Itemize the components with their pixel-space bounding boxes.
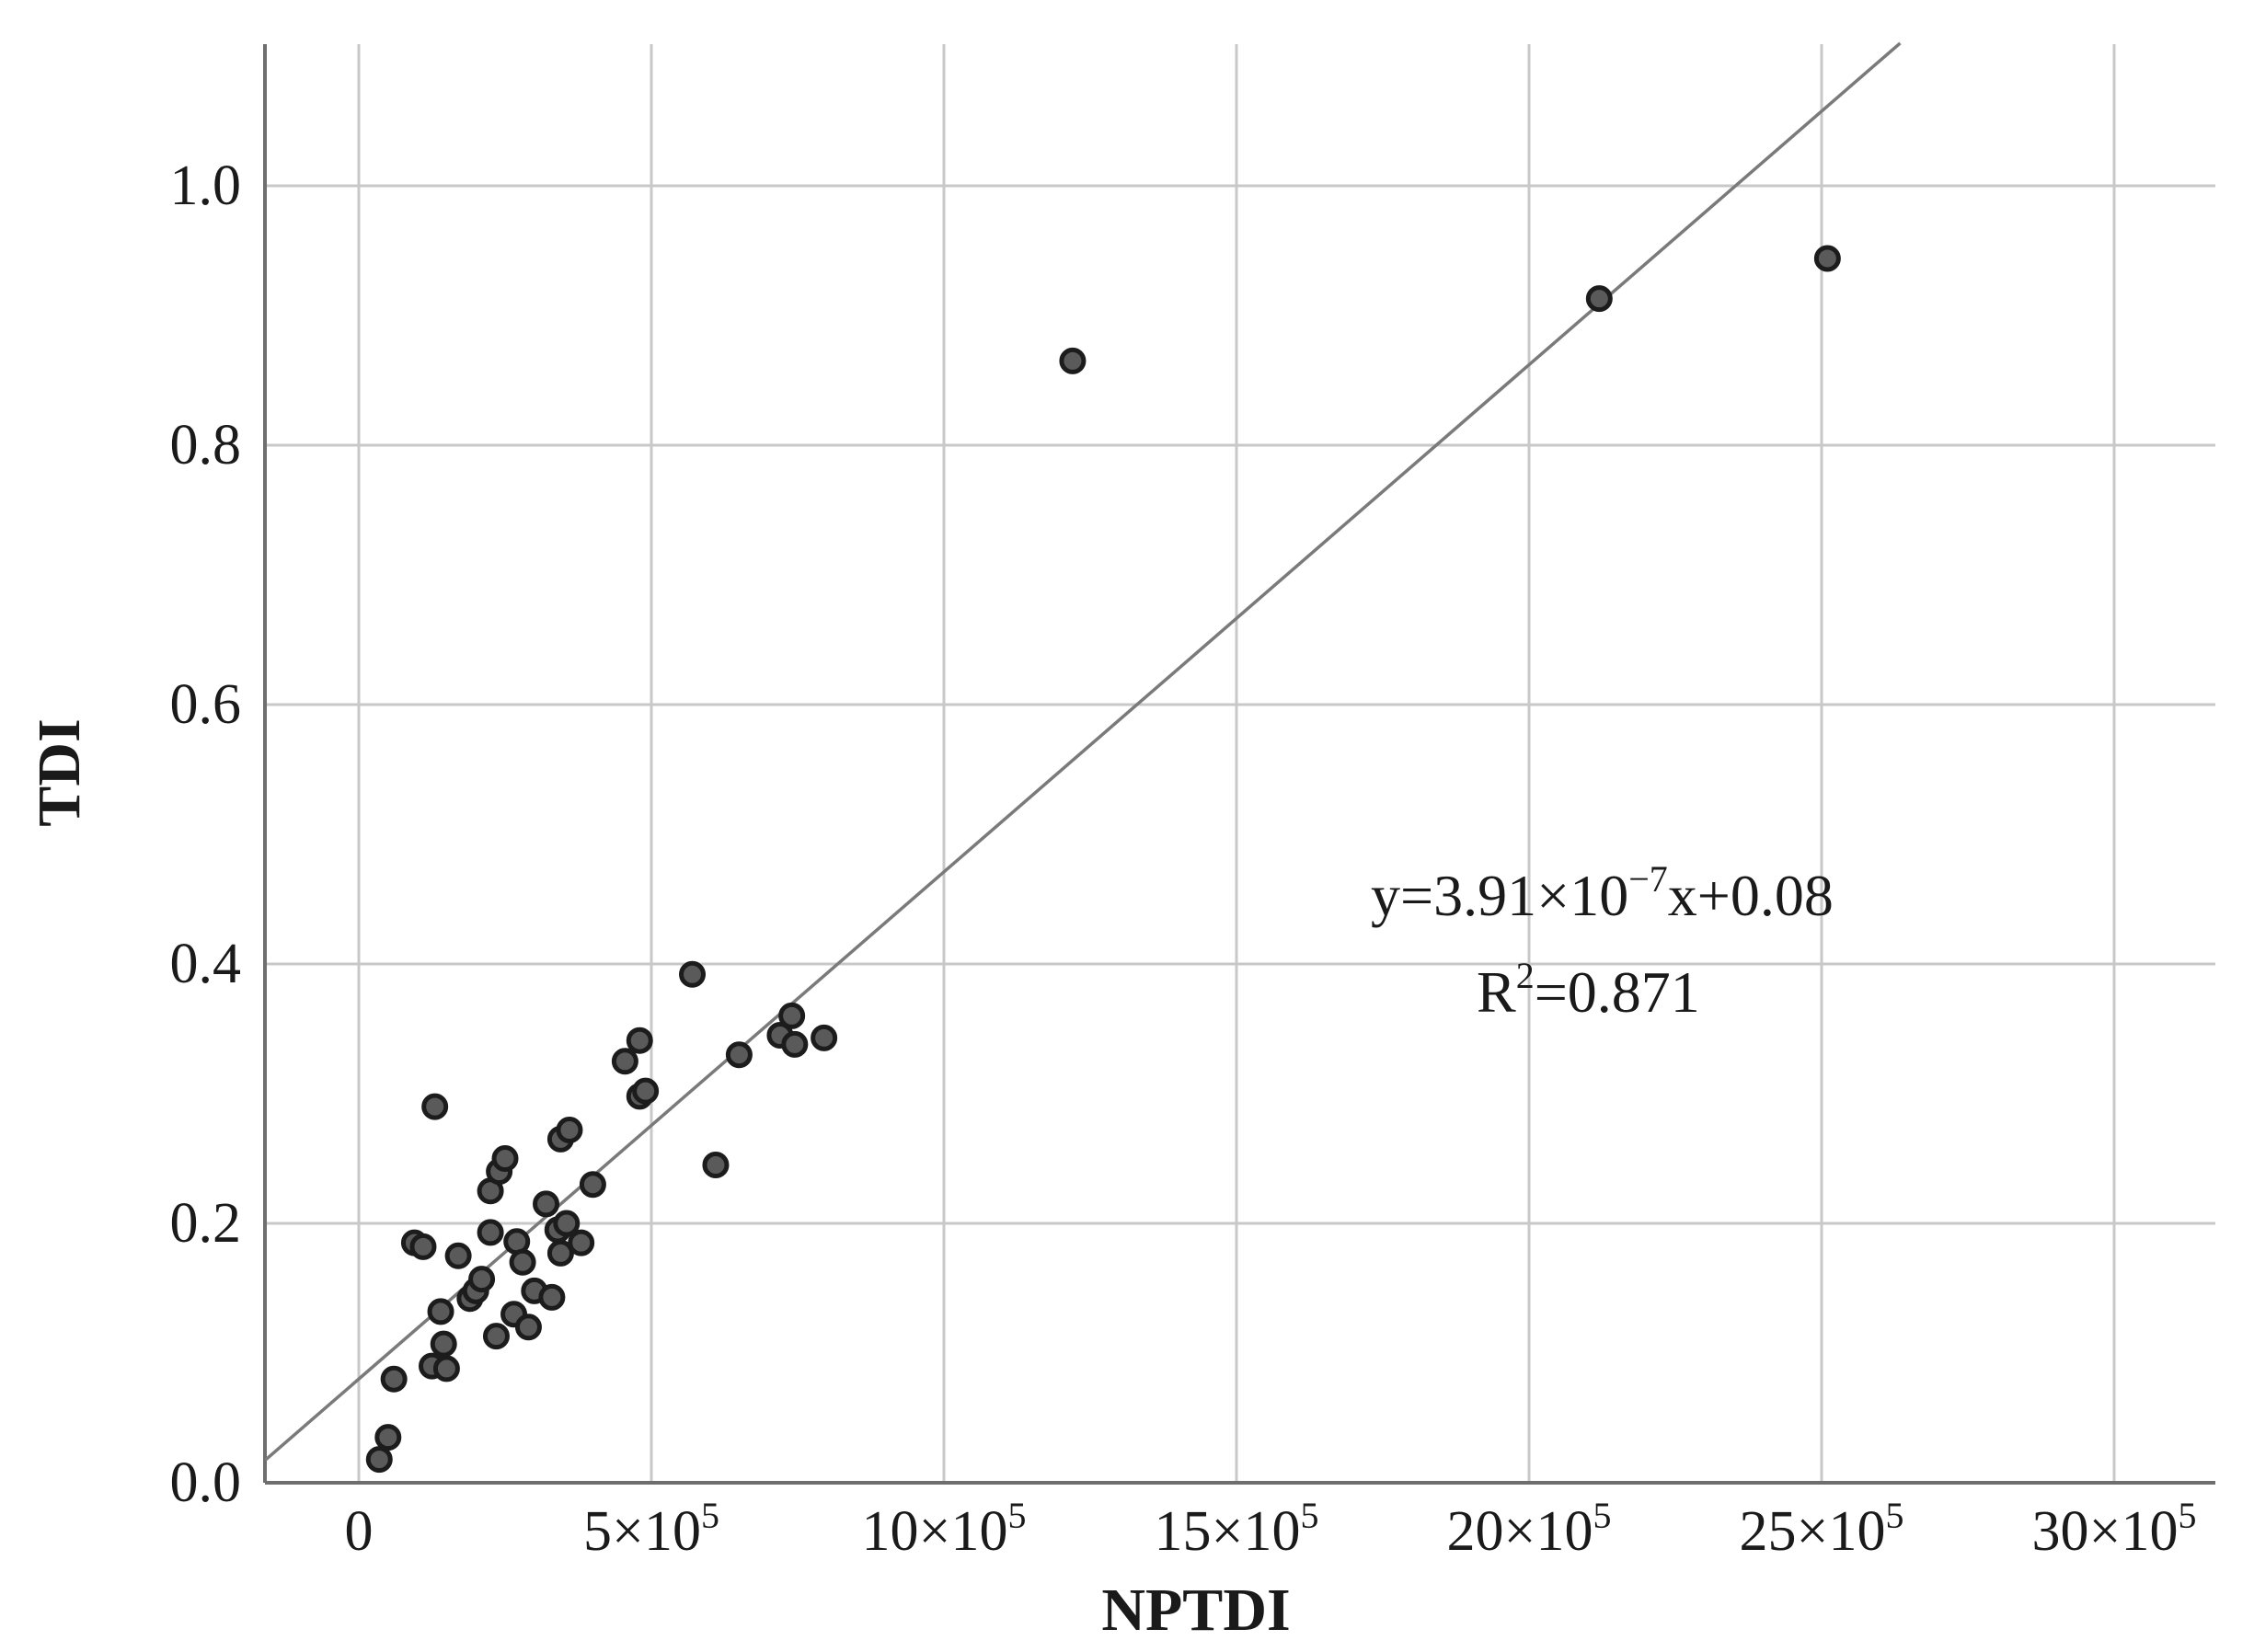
x-tick-exponent-1: 5	[701, 1495, 719, 1536]
x-tick-base-3: 15×10	[1155, 1500, 1301, 1563]
data-point-43	[811, 1024, 838, 1051]
data-point-25	[538, 1283, 566, 1311]
r2-prefix: R	[1477, 959, 1516, 1025]
y-tick-label-3: 0.6	[170, 673, 242, 736]
x-tick-label-4: 20×105	[1447, 1495, 1612, 1563]
y-tick-label-0: 0.0	[170, 1451, 242, 1514]
x-tick-base-4: 20×10	[1447, 1500, 1593, 1563]
data-point-28	[553, 1210, 581, 1237]
data-point-38	[702, 1152, 730, 1179]
x-tick-label-3: 15×105	[1155, 1495, 1319, 1563]
data-point-34	[626, 1027, 653, 1054]
regression-equation: y=3.91×10−7x+0.08	[1371, 858, 1834, 928]
data-points	[365, 245, 1841, 1474]
r2-suffix: =0.871	[1535, 959, 1700, 1025]
x-tick-base-2: 10×10	[862, 1500, 1008, 1563]
y-tick-label-2: 0.4	[170, 933, 242, 995]
data-point-41	[778, 1002, 806, 1029]
x-tick-exponent-2: 5	[1007, 1495, 1026, 1536]
y-tick-label-1: 0.2	[170, 1192, 242, 1255]
x-tick-base-5: 25×10	[1740, 1500, 1886, 1563]
data-point-22	[514, 1314, 542, 1341]
equation-suffix: x+0.08	[1668, 863, 1834, 928]
data-point-1	[374, 1424, 402, 1451]
r2-exponent: 2	[1516, 955, 1535, 996]
data-point-10	[444, 1242, 472, 1269]
x-tick-label-5: 25×105	[1740, 1495, 1904, 1563]
data-point-33	[611, 1048, 638, 1075]
x-tick-base-0: 0	[345, 1500, 374, 1563]
data-point-30	[556, 1116, 583, 1143]
data-point-24	[533, 1190, 560, 1218]
data-point-18	[482, 1323, 510, 1350]
tick-labels: 0.00.20.40.60.81.00 5×105 10×105 15×105 20×1…	[170, 155, 2197, 1563]
x-tick-exponent-4: 5	[1593, 1495, 1611, 1536]
data-point-8	[432, 1355, 460, 1382]
y-tick-label-4: 0.8	[170, 414, 242, 476]
data-point-42	[781, 1030, 809, 1058]
x-tick-label-1: 5×105	[583, 1495, 719, 1563]
x-tick-base-6: 30×10	[2032, 1500, 2179, 1563]
data-point-21	[509, 1248, 536, 1276]
axes	[263, 44, 2215, 1485]
equation-prefix: y=3.91×10	[1371, 863, 1628, 928]
x-tick-label-6: 30×105	[2032, 1495, 2197, 1563]
data-point-37	[679, 960, 707, 988]
y-axis-title: TDI	[26, 718, 93, 826]
data-point-9	[427, 1298, 454, 1325]
fit-line-group	[264, 41, 1902, 1462]
x-tick-exponent-3: 5	[1300, 1495, 1318, 1536]
x-tick-exponent-6: 5	[2178, 1495, 2196, 1536]
data-point-44	[1059, 347, 1087, 374]
x-tick-exponent-5: 5	[1885, 1495, 1903, 1536]
x-tick-base-1: 5×10	[583, 1500, 701, 1563]
data-point-17	[491, 1145, 519, 1172]
data-point-5	[421, 1093, 449, 1120]
data-point-31	[568, 1229, 595, 1256]
data-point-32	[579, 1171, 606, 1199]
regression-line	[264, 41, 1902, 1462]
x-axis-title: NPTDI	[1101, 1577, 1290, 1644]
data-point-2	[380, 1365, 408, 1393]
y-tick-label-5: 1.0	[170, 155, 242, 217]
equation-exponent: −7	[1628, 858, 1668, 900]
data-point-45	[1585, 285, 1613, 313]
r-squared: R2=0.871	[1477, 955, 1700, 1025]
x-tick-label-0: 0	[345, 1500, 374, 1563]
data-point-36	[632, 1077, 660, 1105]
data-point-0	[365, 1446, 393, 1474]
data-point-14	[477, 1219, 504, 1246]
data-point-13	[468, 1266, 496, 1293]
grid-lines	[265, 44, 2215, 1483]
data-point-7	[430, 1330, 457, 1358]
x-tick-label-2: 10×105	[862, 1495, 1027, 1563]
data-point-4	[409, 1233, 437, 1260]
data-point-39	[725, 1041, 753, 1069]
data-point-46	[1813, 245, 1841, 272]
